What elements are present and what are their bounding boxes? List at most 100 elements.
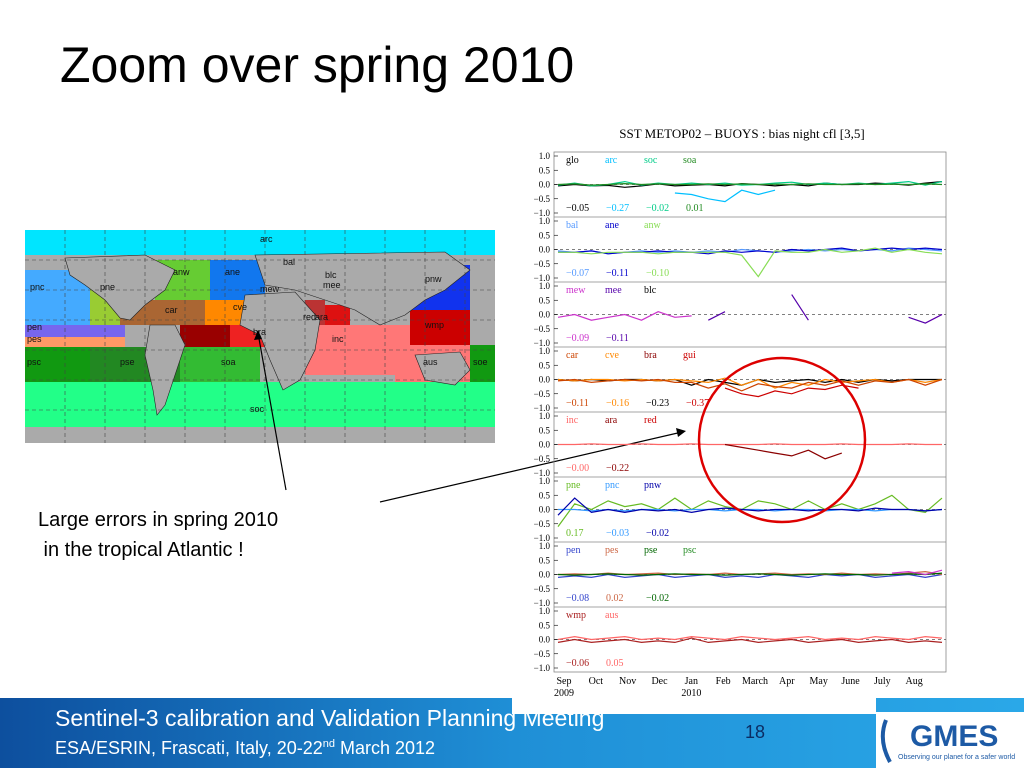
map-label-bal: bal: [283, 257, 295, 267]
arrowhead-map: [254, 330, 262, 340]
x-tick-label: May: [809, 676, 827, 687]
x-tick-label: Sep: [557, 676, 572, 687]
x-tick-label: June: [841, 676, 860, 687]
series-line-panel1-2: [558, 247, 943, 278]
x-tick-label: July: [874, 676, 891, 687]
region-ane: [210, 260, 265, 300]
region-arc-band: [25, 230, 495, 255]
x-tick-label: Apr: [779, 676, 795, 687]
series-bias-value: 0.05: [606, 658, 624, 669]
footer-meeting-title: Sentinel-3 calibration and Validation Pl…: [55, 705, 605, 731]
x-tick-label: Aug: [906, 676, 923, 687]
map-label-wmp: wmp: [424, 320, 444, 330]
y-tick-label: 0.0: [539, 505, 551, 515]
series-bias-value: −0.11: [606, 268, 629, 279]
map-label-arc: arc: [260, 234, 273, 244]
continent-africa: [239, 291, 321, 391]
series-line-panel6-3: [891, 569, 943, 576]
y-tick-label: 0.0: [539, 440, 551, 450]
series-bias-value: 0.02: [606, 593, 624, 604]
series-bias-value: −0.02: [646, 593, 669, 604]
page-number: 18: [745, 722, 766, 742]
series-name-label: blc: [644, 285, 657, 296]
y-tick-label: 1.0: [539, 346, 551, 356]
x-subtick-label: 2010: [681, 688, 701, 699]
series-name-label: bal: [566, 220, 578, 231]
region-psc: [25, 347, 90, 382]
map-label-pnw: pnw: [425, 274, 442, 284]
y-tick-label: −0.5: [534, 259, 551, 269]
arrow-to-map: [257, 332, 287, 491]
series-line-panel5-1: [558, 508, 943, 512]
y-tick-label: 0.5: [539, 620, 551, 630]
y-tick-label: 0.5: [539, 295, 551, 305]
y-tick-label: −0.5: [534, 519, 551, 529]
series-name-label: psc: [683, 545, 697, 556]
region-soe: [470, 345, 495, 385]
y-tick-label: 1.0: [539, 151, 551, 161]
y-tick-label: 1.0: [539, 606, 551, 616]
series-line-panel4-1: [724, 443, 842, 460]
series-bias-value: −0.11: [566, 398, 589, 409]
footer-band: [0, 698, 1024, 768]
series-bias-value: 0.17: [566, 528, 584, 539]
map-label-blc: blc: [325, 270, 337, 280]
series-bias-value: −0.07: [566, 268, 589, 279]
series-line-panel3-1: [557, 377, 943, 389]
map-label-soa: soa: [221, 357, 236, 367]
series-bias-value: −0.03: [606, 528, 629, 539]
x-subtick-label: 2009: [554, 688, 574, 699]
x-tick-label: Dec: [651, 676, 668, 687]
y-tick-label: 1.0: [539, 476, 551, 486]
x-tick-label: Oct: [589, 676, 604, 687]
map-label-ane: ane: [225, 267, 240, 277]
y-tick-label: −1.0: [534, 338, 551, 348]
map-label-pse: pse: [120, 357, 135, 367]
map-label-bra: bra: [253, 327, 266, 337]
series-bias-value: −0.02: [646, 528, 669, 539]
series-line-panel6-2: [557, 572, 943, 576]
series-line-panel0-1: [674, 189, 776, 203]
series-name-label: aus: [605, 610, 618, 621]
x-tick-label: Jan: [685, 676, 698, 687]
series-name-label: anw: [644, 220, 661, 231]
map-label-ara: ara: [315, 312, 328, 322]
series-bias-value: −0.00: [566, 463, 589, 474]
map-label-pen: pen: [27, 322, 42, 332]
y-tick-label: 0.5: [539, 360, 551, 370]
series-bias-value: −0.23: [646, 398, 669, 409]
series-line-panel7-1: [557, 635, 943, 641]
chart-title: SST METOP02 – BUOYS : bias night cfl [3,…: [619, 126, 864, 141]
y-tick-label: −1.0: [534, 598, 551, 608]
map-label-anw: anw: [173, 267, 190, 277]
y-tick-label: 1.0: [539, 411, 551, 421]
series-line-panel3-2: [557, 378, 943, 392]
logo-swoosh-icon: [880, 719, 892, 763]
y-tick-label: −1.0: [534, 533, 551, 543]
map-label-pes: pes: [27, 334, 42, 344]
series-bias-value: −0.27: [606, 203, 629, 214]
series-name-label: wmp: [566, 610, 586, 621]
map-label-pnc: pnc: [30, 282, 45, 292]
series-line-panel7-0: [557, 637, 943, 644]
y-tick-label: −1.0: [534, 273, 551, 283]
y-tick-label: 1.0: [539, 281, 551, 291]
series-name-label: mee: [605, 285, 622, 296]
series-name-label: red: [644, 415, 657, 426]
map-label-red: red: [303, 312, 316, 322]
series-name-label: glo: [566, 155, 579, 166]
logo-wordmark: GMES: [910, 720, 999, 753]
series-bias-value: −0.16: [606, 398, 629, 409]
series-name-label: mew: [566, 285, 586, 296]
y-tick-label: −1.0: [534, 403, 551, 413]
y-tick-label: −1.0: [534, 663, 551, 673]
series-name-label: cve: [605, 350, 619, 361]
y-tick-label: −0.5: [534, 324, 551, 334]
y-tick-label: 0.5: [539, 165, 551, 175]
y-tick-label: 0.0: [539, 245, 551, 255]
y-tick-label: −0.5: [534, 584, 551, 594]
series-name-label: gui: [683, 350, 696, 361]
series-name-label: arc: [605, 155, 618, 166]
series-bias-value: −0.11: [606, 333, 629, 344]
series-line-panel2-0: [557, 311, 943, 324]
